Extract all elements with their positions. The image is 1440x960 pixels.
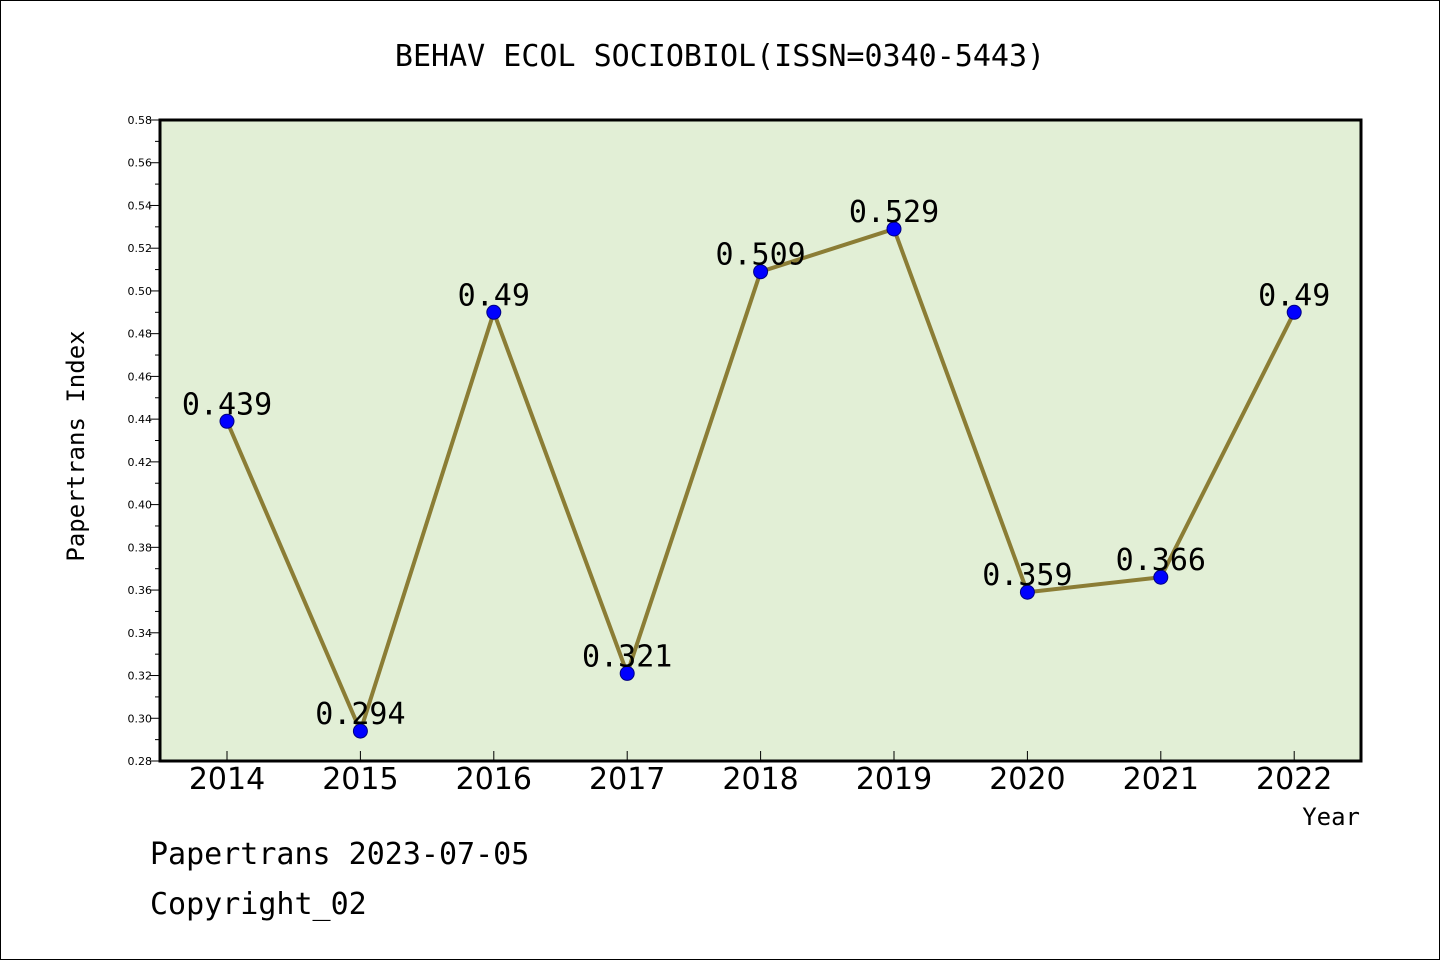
series-group: 0.439 0.294 0.49 0.321 0.509 0.529 0.359 0.366 0… <box>182 195 1330 739</box>
x-tick-label: 2015 <box>322 762 398 797</box>
y-tick-label: 0.58 <box>128 114 153 127</box>
y-tick-label: 0.50 <box>128 285 153 298</box>
data-label: 0.359 <box>982 558 1072 593</box>
data-label: 0.49 <box>458 278 530 313</box>
data-label: 0.509 <box>715 238 805 273</box>
y-tick-label: 0.44 <box>128 413 153 426</box>
y-tick-label: 0.32 <box>128 670 153 683</box>
data-point <box>886 221 902 237</box>
y-tick-label: 0.28 <box>128 755 153 768</box>
x-axis: 2014 2015 2016 2017 2018 2019 2020 2021 2022 <box>189 751 1332 797</box>
data-point <box>619 665 635 681</box>
y-tick-label: 0.30 <box>128 712 153 725</box>
y-tick-label: 0.46 <box>128 370 153 383</box>
x-tick-label: 2020 <box>989 762 1065 797</box>
data-label: 0.529 <box>849 195 939 230</box>
x-tick-label: 2019 <box>856 762 932 797</box>
footer-copyright: Copyright_02 <box>150 887 367 922</box>
x-tick-label: 2014 <box>189 762 265 797</box>
data-point <box>1153 569 1169 585</box>
y-tick-label: 0.52 <box>128 242 153 255</box>
data-label: 0.321 <box>582 639 672 674</box>
x-axis-label: Year <box>1302 803 1360 831</box>
plot-area <box>158 118 1363 763</box>
data-point <box>219 413 235 429</box>
data-label: 0.49 <box>1258 278 1330 313</box>
y-tick-label: 0.54 <box>128 199 153 212</box>
footer-date: Papertrans 2023-07-05 <box>150 837 529 872</box>
x-tick-label: 2018 <box>722 762 798 797</box>
data-point <box>486 304 502 320</box>
x-tick-label: 2021 <box>1123 762 1199 797</box>
data-label: 0.294 <box>315 697 405 732</box>
x-tick-label: 2017 <box>589 762 665 797</box>
data-point <box>753 264 769 280</box>
data-point <box>1286 304 1302 320</box>
y-tick-label: 0.40 <box>128 499 153 512</box>
y-tick-label: 0.34 <box>128 627 153 640</box>
x-tick-label: 2022 <box>1256 762 1332 797</box>
chart-title: BEHAV ECOL SOCIOBIOL(ISSN=0340-5443) <box>395 39 1045 74</box>
y-tick-label: 0.36 <box>128 584 153 597</box>
data-point <box>352 723 368 739</box>
data-label: 0.439 <box>182 387 272 422</box>
y-tick-label: 0.42 <box>128 456 153 469</box>
x-tick-label: 2016 <box>456 762 532 797</box>
y-axis: 0.28 0.30 0.32 0.34 0.36 0.38 0.40 0.42 0.44 0.46… <box>128 114 160 768</box>
data-label: 0.366 <box>1116 543 1206 578</box>
y-tick-label: 0.56 <box>128 157 153 170</box>
y-tick-label: 0.48 <box>128 328 153 341</box>
y-tick-label: 0.38 <box>128 541 153 554</box>
data-point <box>1019 584 1035 600</box>
y-axis-label: Papertrans Index <box>62 330 90 561</box>
